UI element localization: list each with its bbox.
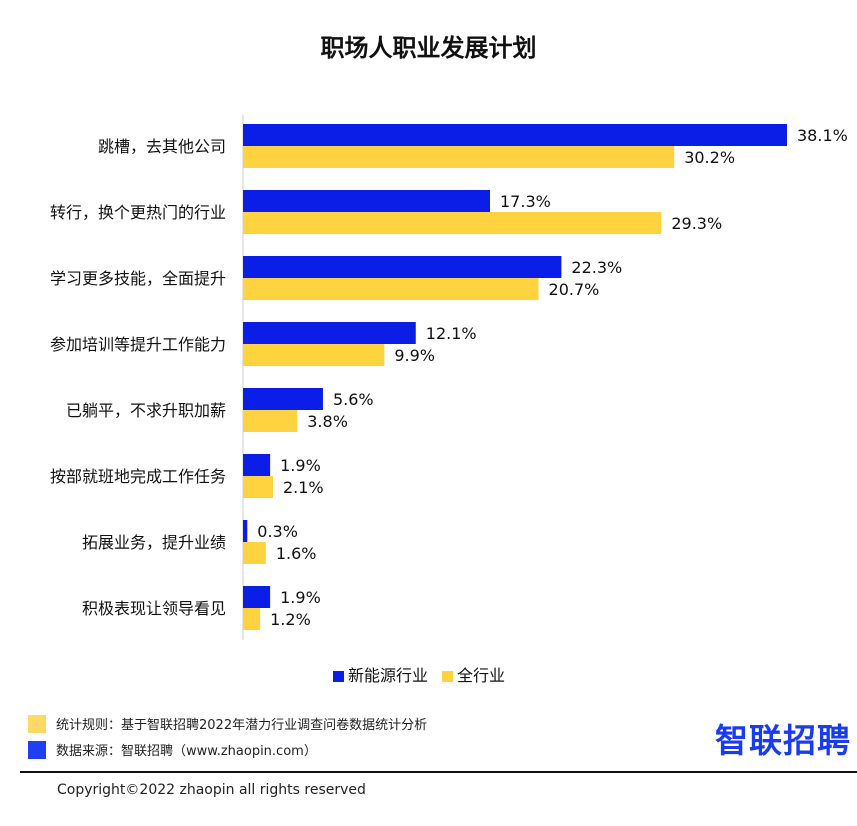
- legend-item-series-1: 新能源行业: [333, 662, 428, 686]
- bar-all-industry: [243, 410, 298, 432]
- data-label: 1.2%: [270, 610, 311, 629]
- category-label: 转行，换个更热门的行业: [50, 203, 226, 222]
- zhaopin-logo: 智联招聘: [715, 721, 851, 760]
- bar-all-industry: [243, 278, 539, 300]
- category-label: 拓展业务，提升业绩: [82, 533, 226, 552]
- bar-new-energy: [243, 256, 562, 278]
- bar-all-industry: [243, 344, 385, 366]
- source-swatch: [28, 741, 46, 759]
- data-label: 29.3%: [671, 214, 722, 233]
- bar-new-energy: [243, 190, 491, 212]
- legend-label: 新能源行业: [348, 666, 429, 685]
- data-label: 22.3%: [571, 258, 622, 277]
- rule-swatch: [28, 715, 46, 733]
- data-label: 0.3%: [257, 522, 298, 541]
- bar-new-energy: [243, 454, 271, 476]
- category-label: 参加培训等提升工作能力: [50, 335, 226, 354]
- chart-title: 职场人职业发展计划: [320, 34, 537, 62]
- data-label: 2.1%: [283, 478, 324, 497]
- source-note: 数据来源：智联招聘（www.zhaopin.com）: [28, 740, 317, 759]
- bar-all-industry: [243, 146, 675, 168]
- legend-swatch: [333, 671, 344, 682]
- data-label: 1.9%: [280, 588, 321, 607]
- data-label: 38.1%: [797, 126, 848, 145]
- legend: 新能源行业 全行业: [333, 662, 505, 686]
- category-label: 已躺平，不求升职加薪: [66, 401, 226, 420]
- bar-all-industry: [243, 212, 662, 234]
- bar-all-industry: [243, 608, 261, 630]
- bar-chart: 跳槽，去其他公司 38.1% 30.2% 转行，换个更热门的行业 17.3% 29.3% 学…: [50, 115, 848, 640]
- category-label: 按部就班地完成工作任务: [50, 467, 226, 486]
- category-label: 积极表现让领导看见: [82, 599, 226, 618]
- rule-note-text: 统计规则：基于智联招聘2022年潜力行业调查问卷数据统计分析: [56, 718, 428, 733]
- data-label: 3.8%: [307, 412, 348, 431]
- bar-new-energy: [243, 322, 416, 344]
- category-label: 学习更多技能，全面提升: [50, 269, 226, 288]
- bar-new-energy: [243, 586, 271, 608]
- data-label: 5.6%: [333, 390, 374, 409]
- bar-all-industry: [243, 476, 273, 498]
- divider: [20, 771, 857, 773]
- rule-note: 统计规则：基于智联招聘2022年潜力行业调查问卷数据统计分析: [28, 714, 427, 733]
- source-note-text: 数据来源：智联招聘（www.zhaopin.com）: [56, 744, 317, 759]
- data-label: 9.9%: [394, 346, 435, 365]
- data-label: 1.6%: [276, 544, 317, 563]
- data-label: 30.2%: [684, 148, 735, 167]
- bar-new-energy: [243, 124, 787, 146]
- bar-all-industry: [243, 542, 266, 564]
- legend-item-series-2: 全行业: [442, 662, 505, 686]
- data-label: 1.9%: [280, 456, 321, 475]
- legend-label: 全行业: [457, 666, 506, 685]
- copyright: Copyright©2022 zhaopin all rights reserv…: [57, 782, 366, 798]
- bar-new-energy: [243, 520, 248, 542]
- data-label: 20.7%: [549, 280, 600, 299]
- bar-new-energy: [243, 388, 323, 410]
- category-label: 跳槽，去其他公司: [98, 137, 226, 156]
- data-label: 12.1%: [426, 324, 477, 343]
- legend-swatch: [442, 671, 454, 682]
- data-label: 17.3%: [500, 192, 551, 211]
